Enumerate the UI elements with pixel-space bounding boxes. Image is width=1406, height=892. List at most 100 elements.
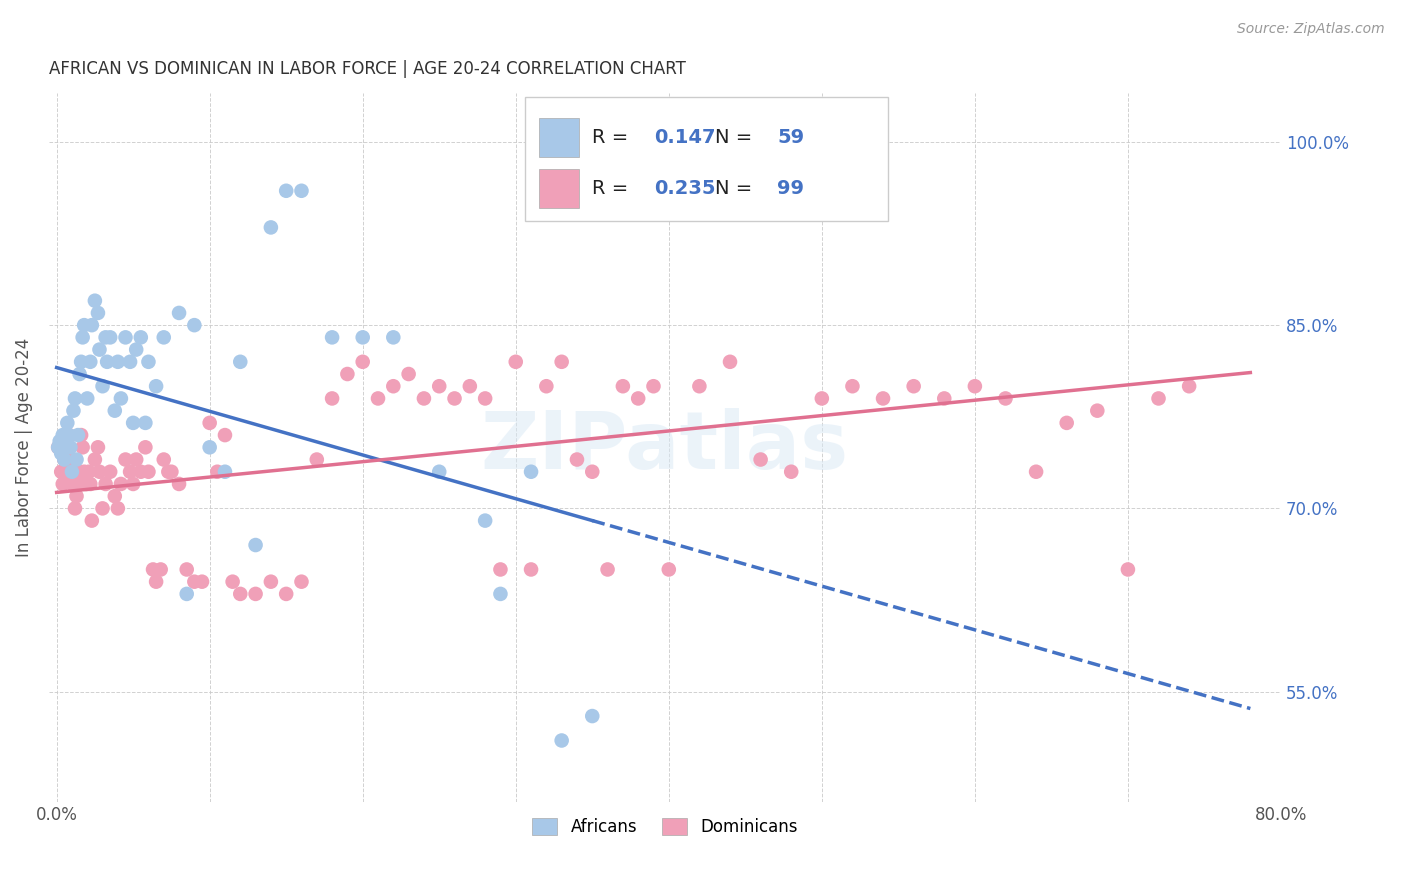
Point	[89, 343, 111, 357]
Point	[489, 562, 512, 576]
Point	[903, 379, 925, 393]
Point	[110, 392, 132, 406]
Point	[58, 428, 80, 442]
Point	[125, 452, 148, 467]
Point	[245, 587, 267, 601]
Text: 59: 59	[778, 128, 804, 147]
Point	[72, 440, 94, 454]
Point	[79, 477, 101, 491]
Point	[565, 452, 588, 467]
Point	[98, 465, 121, 479]
Point	[612, 379, 634, 393]
Point	[55, 440, 77, 454]
Point	[96, 355, 118, 369]
Point	[60, 465, 83, 479]
Text: N =: N =	[716, 128, 759, 147]
FancyBboxPatch shape	[540, 169, 579, 208]
Point	[134, 440, 156, 454]
Point	[62, 477, 84, 491]
Point	[129, 330, 152, 344]
Point	[474, 392, 496, 406]
Point	[72, 330, 94, 344]
Text: 0.235: 0.235	[654, 179, 716, 198]
Point	[1056, 416, 1078, 430]
Point	[1147, 392, 1170, 406]
Text: R =: R =	[592, 128, 634, 147]
Point	[51, 446, 73, 460]
Point	[688, 379, 710, 393]
Point	[55, 440, 77, 454]
Point	[91, 379, 114, 393]
Point	[1178, 379, 1201, 393]
Point	[841, 379, 863, 393]
Point	[167, 306, 190, 320]
Point	[79, 355, 101, 369]
Text: R =: R =	[592, 179, 634, 198]
Point	[104, 403, 127, 417]
Point	[107, 355, 129, 369]
Point	[77, 465, 100, 479]
Point	[56, 465, 79, 479]
Point	[474, 514, 496, 528]
Point	[76, 477, 98, 491]
Point	[290, 574, 312, 589]
Point	[749, 452, 772, 467]
Point	[780, 465, 803, 479]
FancyBboxPatch shape	[524, 96, 889, 220]
Point	[934, 392, 956, 406]
Point	[83, 452, 105, 467]
Point	[58, 428, 80, 442]
Point	[157, 465, 180, 479]
Point	[1085, 403, 1108, 417]
Point	[114, 452, 136, 467]
Point	[198, 416, 221, 430]
Point	[245, 538, 267, 552]
Point	[134, 416, 156, 430]
Point	[125, 343, 148, 357]
Point	[48, 434, 70, 449]
Point	[67, 477, 90, 491]
Point	[65, 489, 87, 503]
Point	[94, 477, 117, 491]
Point	[221, 574, 243, 589]
Point	[260, 574, 283, 589]
Point	[260, 220, 283, 235]
Point	[59, 452, 82, 467]
Point	[89, 465, 111, 479]
Point	[53, 452, 76, 467]
FancyBboxPatch shape	[540, 119, 579, 157]
Point	[994, 392, 1017, 406]
Point	[91, 501, 114, 516]
Point	[183, 318, 205, 333]
Point	[59, 440, 82, 454]
Point	[872, 392, 894, 406]
Point	[290, 184, 312, 198]
Legend: Africans, Dominicans: Africans, Dominicans	[526, 812, 804, 843]
Point	[87, 306, 110, 320]
Point	[70, 355, 93, 369]
Point	[550, 733, 572, 747]
Point	[550, 355, 572, 369]
Point	[276, 587, 298, 601]
Point	[62, 403, 84, 417]
Point	[198, 440, 221, 454]
Point	[336, 367, 359, 381]
Point	[138, 465, 160, 479]
Point	[52, 428, 75, 442]
Point	[122, 477, 145, 491]
Point	[60, 477, 83, 491]
Point	[48, 440, 70, 454]
Point	[658, 562, 681, 576]
Point	[191, 574, 214, 589]
Point	[76, 392, 98, 406]
Point	[53, 452, 76, 467]
Point	[443, 392, 465, 406]
Point	[73, 465, 96, 479]
Text: AFRICAN VS DOMINICAN IN LABOR FORCE | AGE 20-24 CORRELATION CHART: AFRICAN VS DOMINICAN IN LABOR FORCE | AG…	[49, 60, 686, 78]
Point	[152, 330, 174, 344]
Point	[382, 330, 405, 344]
Point	[65, 452, 87, 467]
Point	[120, 465, 142, 479]
Point	[321, 392, 343, 406]
Point	[69, 367, 91, 381]
